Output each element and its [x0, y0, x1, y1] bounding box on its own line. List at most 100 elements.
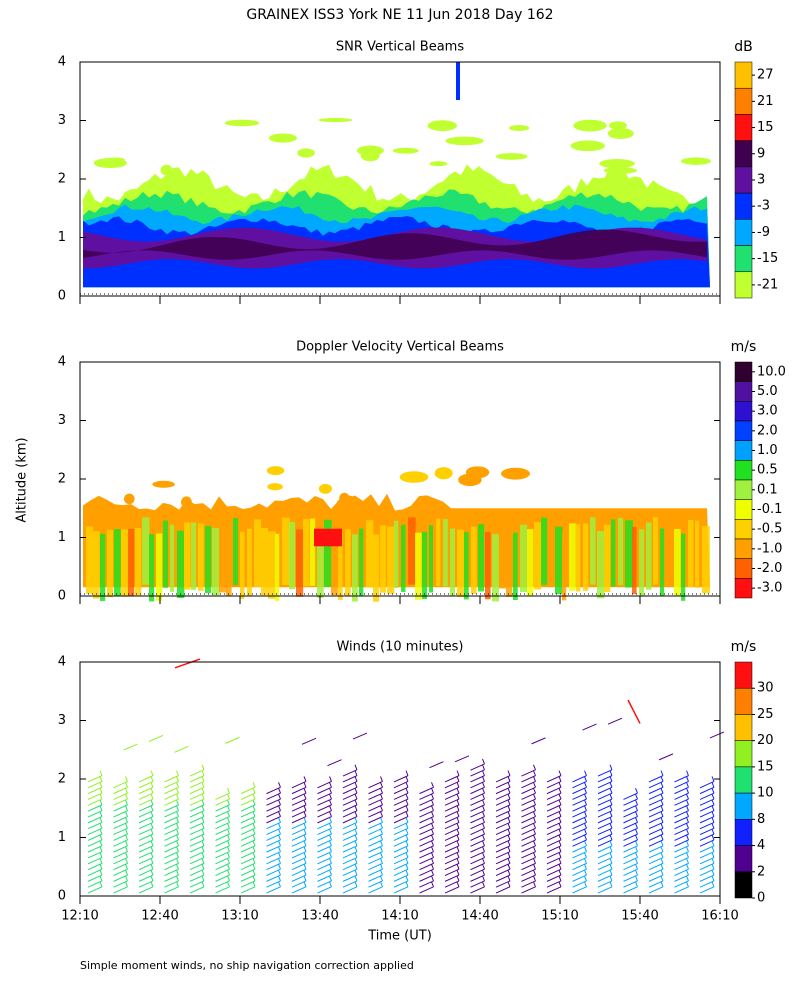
wind-barb: [709, 731, 725, 739]
wind-barb: [176, 817, 179, 823]
velocity-stripe: [688, 519, 694, 588]
wind-barb: [507, 782, 511, 788]
wind-barb: [521, 862, 536, 871]
colorbar-label: -0.1: [757, 502, 782, 517]
wind-barb: [291, 886, 307, 894]
wind-barb: [648, 880, 664, 888]
wind-barb: [138, 886, 154, 894]
wind-barb: [495, 839, 511, 847]
wind-barb: [368, 792, 383, 800]
wind-barb: [150, 869, 154, 876]
wind-barb: [317, 816, 332, 824]
wind-barb: [99, 805, 103, 811]
wind-barb: [240, 816, 256, 824]
wind-barb: [699, 880, 715, 888]
wind-barb: [303, 864, 307, 870]
wind-barb: [470, 821, 485, 830]
wind-barb: [507, 828, 511, 835]
wind-barb: [546, 845, 562, 853]
wind-barb: [660, 864, 664, 870]
wind-barb: [648, 862, 664, 871]
velocity-stripe: [331, 527, 338, 596]
wind-barb: [303, 793, 307, 800]
wind-barb: [584, 787, 587, 794]
wind-barb: [584, 770, 587, 776]
velocity-stripe: [184, 522, 191, 590]
wind-barb: [572, 886, 587, 894]
wind-barb: [201, 811, 205, 817]
wind-barb: [623, 868, 638, 876]
wind-barb: [380, 846, 383, 852]
velocity-stripe: [450, 528, 455, 596]
velocity-stripe: [541, 517, 548, 585]
wind-barb: [623, 804, 638, 812]
velocity-stripe: [555, 526, 563, 594]
wind-barb: [444, 816, 460, 824]
velocity-stripe: [163, 520, 168, 588]
wind-barb: [507, 840, 511, 847]
wind-barb: [405, 875, 409, 882]
wind-barb: [176, 823, 179, 829]
wind-barb: [648, 833, 664, 841]
wind-barb: [227, 793, 230, 800]
wind-barb: [711, 881, 715, 887]
wind-barb: [201, 793, 205, 800]
wind-barb: [138, 880, 154, 888]
wind-barb: [456, 811, 460, 817]
colorbar-label: 1.0: [757, 443, 778, 458]
wind-barb: [354, 770, 358, 776]
wind-barb: [431, 869, 434, 876]
wind-barb: [99, 787, 103, 794]
wind-barb: [495, 880, 511, 888]
wind-barb: [317, 810, 332, 818]
wind-barb: [266, 810, 281, 818]
wind-barb: [482, 852, 485, 858]
wind-barb: [648, 839, 664, 847]
wind-barb: [303, 858, 307, 864]
wind-barb: [405, 805, 409, 811]
wind-barb: [558, 828, 562, 835]
colorbar-label: 8: [757, 812, 765, 827]
x-tick-label: 14:40: [461, 909, 498, 924]
velocity-stripe: [359, 528, 364, 596]
wind-barb: [444, 781, 460, 789]
wind-barb: [444, 798, 460, 806]
wind-barb: [686, 869, 689, 876]
wind-barb: [113, 792, 128, 800]
wind-barb: [419, 816, 434, 824]
wind-barb: [201, 852, 205, 858]
wind-barb: [150, 846, 154, 852]
wind-barb: [368, 868, 383, 876]
wind-barb: [711, 817, 715, 823]
wind-barb: [558, 840, 562, 847]
wind-barb: [521, 816, 536, 824]
wind-barb: [227, 840, 230, 847]
velocity-stripe: [422, 531, 428, 600]
colorbar-swatch: [734, 558, 753, 579]
wind-barb: [278, 881, 281, 887]
wind-barb: [215, 868, 230, 876]
colorbar-label: 10.0: [757, 364, 786, 379]
wind-barb: [278, 793, 281, 800]
wind-barb: [495, 821, 511, 830]
wind-barb: [533, 852, 536, 858]
colorbar-swatch: [734, 361, 753, 382]
wind-barb: [507, 776, 511, 782]
wind-barb: [368, 851, 383, 859]
wind-barb: [648, 827, 664, 836]
wind-barb: [584, 846, 587, 852]
wind-barb: [521, 798, 536, 806]
wind-barb: [317, 868, 332, 876]
wind-barb: [419, 798, 434, 806]
wind-barb: [266, 880, 281, 888]
velocity-stripe: [520, 524, 528, 593]
wind-barb: [150, 858, 154, 864]
wind-barb: [201, 875, 205, 882]
wind-barb: [405, 858, 409, 864]
wind-barb: [368, 862, 383, 871]
wind-barb: [380, 858, 383, 864]
wind-barb: [266, 839, 281, 847]
wind-barb: [444, 886, 460, 894]
wind-barb: [329, 852, 332, 858]
